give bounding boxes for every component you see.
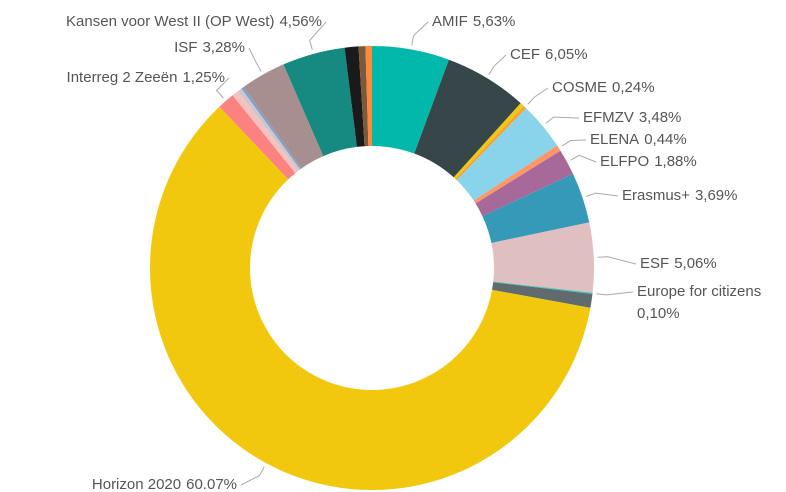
donut-slice <box>492 282 593 308</box>
leader-line <box>215 77 230 99</box>
donut-slice <box>475 150 573 217</box>
slice-value: 1,88% <box>654 153 697 170</box>
donut-slice <box>358 46 369 147</box>
slice-category: ESF <box>640 255 669 272</box>
slice-value: 3,69% <box>695 187 738 204</box>
donut-slice <box>241 86 302 170</box>
slice-label: ELFPO 1,88% <box>600 153 697 170</box>
slice-category: Europe for citizens <box>637 283 761 300</box>
donut-slice <box>493 281 593 295</box>
slice-category: AMIF <box>432 13 468 30</box>
donut-slice <box>344 46 365 147</box>
slice-category: Horizon 2020 <box>92 476 181 492</box>
slice-category: CEF <box>510 46 540 63</box>
donut-slice <box>473 145 561 204</box>
donut-slice <box>414 59 521 178</box>
slice-value: 3,48% <box>639 109 682 126</box>
slice-value: 5,06% <box>674 255 717 272</box>
leader-line <box>597 256 637 265</box>
leader-line <box>309 21 327 51</box>
slice-value: 6,05% <box>545 46 588 63</box>
slice-category: EFMZV <box>583 109 634 126</box>
slice-category: Erasmus+ <box>622 187 690 204</box>
slice-value: 1,25% <box>182 69 225 86</box>
leader-line <box>488 54 507 75</box>
leader-line <box>411 21 429 46</box>
donut-slice <box>482 173 590 243</box>
slice-category: COSME <box>552 79 607 96</box>
slice-value: 3,28% <box>202 39 245 56</box>
leader-line <box>248 47 262 72</box>
donut-slice <box>456 108 558 201</box>
leader-line <box>545 116 580 124</box>
leader-line <box>240 466 265 486</box>
slice-label: ESF 5,06% <box>640 255 717 272</box>
slice-label: AMIF 5,63% <box>432 13 515 30</box>
slice-label: Kansen voor West II (OP West) 4,56% <box>66 13 322 30</box>
donut-slice <box>283 47 357 157</box>
donut-slice <box>243 64 324 169</box>
slice-value: 0,44% <box>644 131 687 148</box>
slice-category: ELFPO <box>600 153 649 170</box>
donut-slice <box>491 222 595 293</box>
slice-label: Erasmus+ 3,69% <box>622 187 738 204</box>
slice-value: 0,24% <box>612 79 655 96</box>
donut-slice <box>219 95 296 180</box>
leader-line <box>561 139 587 147</box>
slice-value: 4,56% <box>279 13 322 30</box>
donut-slice <box>453 103 524 179</box>
slice-label: ELENA 0,44% <box>590 131 687 148</box>
leader-line <box>570 154 597 163</box>
donut-slice <box>232 90 299 174</box>
donut-slice <box>150 106 591 490</box>
slice-label: CEF 6,05% <box>510 46 588 63</box>
slice-category: Kansen voor West II (OP West) <box>66 13 274 30</box>
slice-label: ISF 3,28% <box>174 39 245 56</box>
slice-value: 60.07% <box>186 476 237 492</box>
slice-category: ELENA <box>590 131 639 148</box>
slice-label: COSME 0,24% <box>552 79 655 96</box>
leader-line <box>586 192 619 197</box>
slice-label: Horizon 2020 60.07% <box>92 476 237 492</box>
donut-slice <box>365 46 372 147</box>
slice-value: 5,63% <box>473 13 516 30</box>
slice-category: ISF <box>174 39 197 56</box>
slice-label: Europe for citizens 0,10% <box>637 283 761 322</box>
slice-label: EFMZV 3,48% <box>583 109 681 126</box>
donut-slice <box>372 46 449 154</box>
leader-line <box>596 291 634 296</box>
slice-value: 0,10% <box>637 305 680 322</box>
donut-slice <box>238 88 301 171</box>
slice-label: Interreg 2 Zeeën 1,25% <box>67 69 225 86</box>
donut-slice <box>455 105 527 181</box>
slice-category: Interreg 2 Zeeën <box>67 69 178 86</box>
leader-line <box>527 87 549 105</box>
